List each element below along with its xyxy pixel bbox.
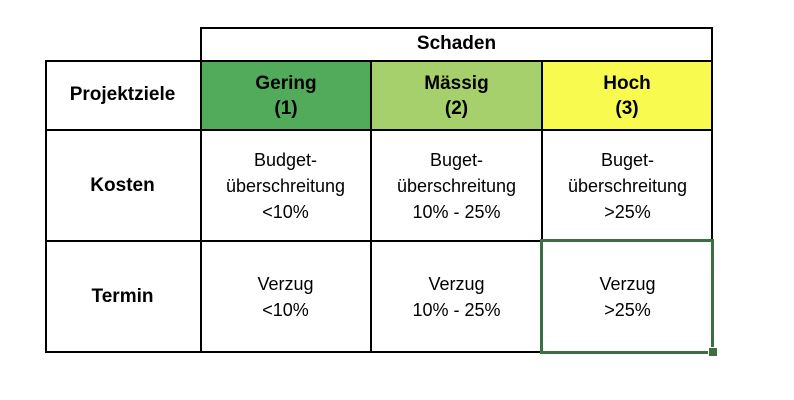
schedule-medium-cell[interactable]: Verzug 10% - 25% [371, 241, 542, 353]
cost-high-line2: überschreitung [567, 175, 688, 196]
cost-high-line1: Buget- [600, 149, 655, 170]
schedule-high-line2: >25% [604, 300, 651, 320]
project-goals-header-cell[interactable]: Projektziele [45, 60, 200, 130]
level-low-name: Gering [255, 72, 317, 94]
grid-line-below-title [45, 60, 713, 62]
grid-line-left [45, 60, 47, 353]
cost-high-cell[interactable]: Buget- überschreitung >25% [542, 130, 713, 241]
damage-header-label: Schaden [416, 32, 497, 54]
level-high-cell[interactable]: Hoch (3) [542, 62, 712, 129]
risk-matrix-table: Schaden Projektziele Gering (1) Mässig (… [45, 27, 718, 357]
cost-medium-line3: 10% - 25% [412, 201, 501, 222]
schedule-medium-line1: Verzug [428, 274, 485, 294]
project-goals-label: Projektziele [69, 84, 176, 105]
grid-line-col1 [200, 27, 202, 353]
level-medium-number: (2) [444, 97, 469, 119]
cost-low-line1: Budget- [253, 149, 318, 170]
damage-header-cell[interactable]: Schaden [200, 27, 713, 60]
row-label-costs: Kosten [90, 174, 155, 196]
row-label-costs-cell[interactable]: Kosten [45, 130, 200, 241]
level-medium-name: Mässig [424, 72, 489, 94]
cost-low-line2: überschreitung [225, 175, 346, 196]
schedule-high-line1: Verzug [599, 274, 656, 294]
cost-low-line3: <10% [262, 201, 309, 222]
schedule-medium-line2: 10% - 25% [412, 300, 501, 320]
level-low-number: (1) [274, 97, 298, 119]
fill-handle[interactable] [708, 347, 718, 357]
level-low-cell[interactable]: Gering (1) [201, 62, 371, 129]
cost-high-line3: >25% [604, 201, 651, 222]
cost-low-cell[interactable]: Budget- überschreitung <10% [200, 130, 371, 241]
grid-line-bottom [45, 351, 713, 353]
grid-line-top [200, 27, 713, 29]
cell-selection-border [540, 239, 714, 354]
level-high-number: (3) [615, 97, 639, 119]
cost-medium-line1: Buget- [429, 149, 484, 170]
grid-line-col3 [541, 60, 543, 353]
level-high-name: Hoch [603, 72, 651, 94]
schedule-low-cell[interactable]: Verzug <10% [200, 241, 371, 353]
row-label-schedule-cell[interactable]: Termin [45, 241, 200, 353]
schedule-low-line1: Verzug [257, 274, 314, 294]
cost-medium-cell[interactable]: Buget- überschreitung 10% - 25% [371, 130, 542, 241]
row-label-schedule: Termin [91, 286, 154, 307]
schedule-high-cell[interactable]: Verzug >25% [542, 241, 713, 353]
level-medium-cell[interactable]: Mässig (2) [372, 62, 541, 129]
grid-line-below-levels [45, 129, 713, 131]
schedule-low-line2: <10% [262, 300, 309, 320]
cost-medium-line2: überschreitung [396, 175, 517, 196]
grid-line-col2 [370, 60, 372, 353]
grid-line-below-costs [45, 240, 713, 242]
grid-line-right [711, 27, 713, 353]
